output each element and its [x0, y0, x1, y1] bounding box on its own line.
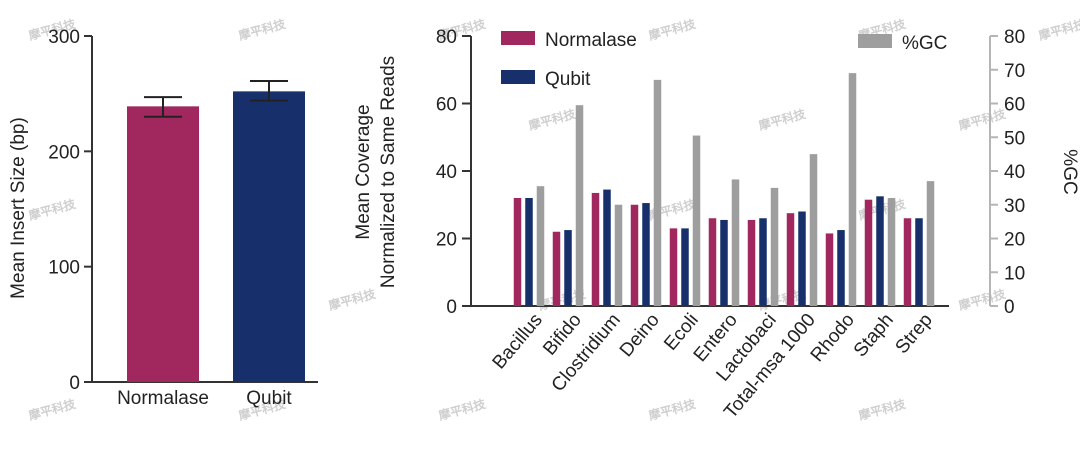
- watermark-text: 摩平科技: [647, 16, 698, 43]
- left-y-axis: 0 100 200 300: [48, 27, 318, 394]
- legend-label-qubit: Qubit: [545, 69, 591, 90]
- bar-pct-gc-rhodo: [848, 73, 857, 306]
- bar-normalase-strep: [903, 218, 912, 306]
- bar-pct-gc-strep: [926, 181, 935, 306]
- legend-swatch-gc: [858, 34, 892, 48]
- bar-qubit-deino: [642, 203, 650, 306]
- legend-label-normalase: Normalase: [545, 30, 637, 51]
- gc-y-tick-label: 20: [1004, 230, 1025, 251]
- bar-normalase-ecoli: [669, 228, 678, 306]
- watermark-text: 摩平科技: [27, 196, 78, 223]
- bar-normalase-total-msa-1000: [786, 213, 795, 306]
- coverage-y-tick-label: 80: [436, 27, 457, 48]
- legend: Normalase Qubit %GC: [501, 30, 947, 90]
- bar-pct-gc-bifido: [575, 105, 584, 306]
- gc-y-tick-label: 70: [1004, 61, 1025, 82]
- bar-normalase-clostridium: [591, 192, 600, 306]
- gc-y-tick-label: 30: [1004, 196, 1025, 217]
- bar-qubit-entero: [720, 219, 728, 306]
- bar-pct-gc-lactobaci: [770, 187, 779, 306]
- bar-qubit-bacillus: [525, 198, 533, 306]
- bar-pct-gc-entero: [731, 179, 740, 306]
- legend-label-gc: %GC: [902, 33, 947, 54]
- species-label: Deino: [616, 310, 664, 362]
- left-x-tick-label: Normalase: [117, 388, 209, 409]
- bar-qubit-bifido: [564, 230, 572, 306]
- species-label: Bacillus: [489, 310, 547, 374]
- gc-y-axis: 0 10 20 30 40 50 60 70 80: [989, 27, 1025, 318]
- left-y-tick-label: 100: [48, 258, 80, 279]
- bar-pct-gc-clostridium: [614, 204, 623, 306]
- watermark-text: 摩平科技: [957, 106, 1008, 133]
- bar-normalase-rhodo: [825, 233, 834, 306]
- coverage-y-tick-label: 20: [436, 230, 457, 251]
- bar-pct-gc-bacillus: [536, 186, 545, 306]
- species-label: Staph: [850, 310, 898, 362]
- bar-pct-gc-ecoli: [692, 135, 701, 306]
- left-x-tick-label: Qubit: [246, 388, 292, 409]
- bar-qubit-clostridium: [603, 189, 611, 306]
- bar-normalase-staph: [864, 199, 873, 306]
- insert-size-chart: Mean Insert Size (bp) 0 100 200 300 Normala…: [8, 27, 318, 409]
- error-bar-qubit: [250, 79, 288, 102]
- bar-pct-gc-total-msa-1000: [809, 154, 818, 306]
- left-y-tick-label: 200: [48, 142, 80, 163]
- watermark-text: 摩平科技: [327, 286, 378, 313]
- left-y-tick-label: 300: [48, 27, 80, 48]
- coverage-y-tick-label: 40: [436, 162, 457, 183]
- left-bar-normalase: [127, 106, 199, 382]
- bar-normalase-bacillus: [513, 198, 522, 306]
- left-bars: Normalase Qubit: [117, 79, 305, 409]
- left-bar-qubit: [233, 91, 305, 383]
- gc-axis-title: %GC: [1059, 149, 1080, 194]
- gc-y-tick-label: 60: [1004, 95, 1025, 116]
- coverage-y-tick-label: 0: [446, 297, 457, 318]
- bar-pct-gc-deino: [653, 79, 662, 306]
- gc-y-tick-label: 0: [1004, 297, 1015, 318]
- right-y-axis-title-line2: Normalized to Same Reads: [378, 56, 399, 288]
- watermark-text: 摩平科技: [437, 396, 488, 423]
- left-y-axis-title: Mean Insert Size (bp): [8, 117, 29, 299]
- bar-normalase-bifido: [552, 231, 561, 306]
- bar-qubit-lactobaci: [759, 218, 767, 306]
- watermark-text: 摩平科技: [757, 106, 808, 133]
- watermark-text: 摩平科技: [857, 396, 908, 423]
- gc-y-tick-label: 50: [1004, 128, 1025, 149]
- left-y-tick-label: 0: [69, 373, 80, 394]
- gc-y-tick-label: 80: [1004, 27, 1025, 48]
- coverage-y-tick-label: 60: [436, 95, 457, 116]
- watermark-text: 摩平科技: [1037, 16, 1080, 43]
- gc-y-tick-label: 10: [1004, 263, 1025, 284]
- bar-qubit-staph: [876, 196, 884, 306]
- bar-normalase-lactobaci: [747, 219, 756, 306]
- watermark-text: 摩平科技: [957, 286, 1008, 313]
- species-label: Rhodo: [807, 310, 859, 366]
- bar-qubit-ecoli: [681, 228, 689, 306]
- gc-y-tick-label: 40: [1004, 162, 1025, 183]
- legend-swatch-qubit: [501, 70, 535, 84]
- bar-qubit-rhodo: [837, 230, 845, 306]
- species-label: Strep: [892, 310, 937, 358]
- legend-swatch-normalase: [501, 31, 535, 45]
- watermark-text: 摩平科技: [527, 106, 578, 133]
- bar-normalase-deino: [630, 204, 639, 306]
- coverage-chart: Mean Coverage Normalized to Same Reads %…: [353, 27, 1080, 423]
- coverage-bars: [513, 73, 935, 306]
- watermark-text: 摩平科技: [647, 396, 698, 423]
- right-y-axis-title-line1: Mean Coverage: [353, 104, 374, 239]
- bar-qubit-strep: [915, 218, 923, 306]
- watermark-text: 摩平科技: [237, 16, 288, 43]
- bar-qubit-total-msa-1000: [798, 211, 806, 306]
- error-bar-normalase: [144, 96, 182, 118]
- bar-pct-gc-staph: [887, 198, 896, 306]
- bar-normalase-entero: [708, 218, 717, 306]
- watermark-text: 摩平科技: [27, 396, 78, 423]
